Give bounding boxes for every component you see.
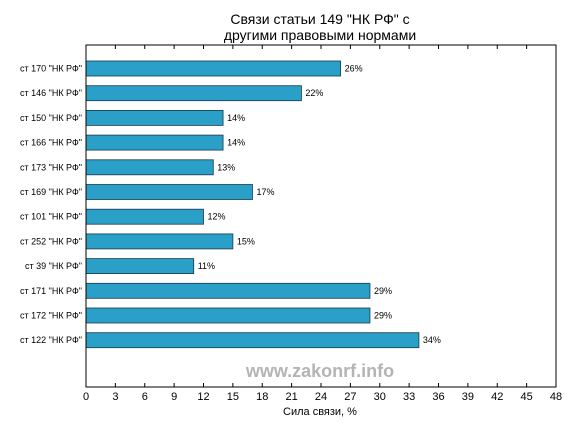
value-label: 34% bbox=[423, 335, 441, 345]
bars-layer bbox=[85, 60, 420, 349]
category-label: ст 169 "НК РФ" bbox=[20, 187, 82, 197]
category-label: ст 122 "НК РФ" bbox=[20, 335, 82, 345]
value-label: 14% bbox=[227, 138, 245, 148]
x-tick-label: 6 bbox=[142, 391, 148, 403]
value-label: 26% bbox=[345, 64, 363, 74]
category-label: ст 39 "НК РФ" bbox=[25, 261, 82, 271]
x-tick-label: 36 bbox=[432, 391, 444, 403]
value-labels: 26% 22% 14% 14% 13% 17% 12% 15% 11% 29% 29% 34% bbox=[198, 64, 441, 346]
category-label: ст 166 "НК РФ" bbox=[20, 138, 82, 148]
category-labels: ст 170 "НК РФ" ст 146 "НК РФ" ст 150 "НК Р… bbox=[20, 64, 82, 346]
value-label: 11% bbox=[198, 261, 215, 271]
value-label: 13% bbox=[217, 162, 235, 172]
category-label: ст 173 "НК РФ" bbox=[20, 162, 82, 172]
bar bbox=[85, 258, 195, 275]
x-tick-label: 30 bbox=[374, 391, 386, 403]
category-label: ст 172 "НК РФ" bbox=[20, 311, 82, 321]
bar bbox=[85, 233, 234, 250]
category-label: ст 171 "НК РФ" bbox=[20, 286, 82, 296]
x-tick-label: 27 bbox=[344, 391, 356, 403]
watermark-text: www.zakonrf.info bbox=[245, 361, 394, 381]
bar bbox=[85, 184, 253, 200]
x-tick-label: 48 bbox=[550, 391, 562, 403]
x-tick-label: 24 bbox=[315, 391, 327, 403]
x-tick-label: 21 bbox=[286, 391, 298, 403]
x-tick-label: 39 bbox=[462, 391, 474, 403]
category-label: ст 150 "НК РФ" bbox=[20, 113, 82, 123]
x-tick-label: 3 bbox=[112, 391, 118, 403]
bar bbox=[85, 208, 204, 225]
x-axis-ticks bbox=[85, 45, 557, 387]
value-label: 15% bbox=[237, 236, 255, 246]
x-tick-label: 18 bbox=[256, 391, 268, 403]
bar bbox=[85, 110, 224, 126]
x-tick-label: 33 bbox=[403, 391, 415, 403]
x-axis-label: Сила связи, % bbox=[283, 406, 357, 418]
bar bbox=[85, 307, 371, 324]
value-label: 29% bbox=[374, 286, 392, 296]
bar bbox=[85, 282, 371, 299]
category-label: ст 146 "НК РФ" bbox=[20, 88, 82, 98]
bar bbox=[85, 85, 302, 102]
x-tick-label: 9 bbox=[171, 391, 177, 403]
bar bbox=[85, 332, 420, 349]
x-axis-tick-labels: 0 3 6 9 12 15 18 21 24 27 30 33 36 39 42 45 48 bbox=[83, 391, 562, 403]
x-tick-label: 0 bbox=[83, 391, 89, 403]
bar bbox=[85, 159, 214, 176]
category-label: ст 101 "НК РФ" bbox=[20, 212, 82, 222]
category-label: ст 252 "НК РФ" bbox=[20, 236, 82, 246]
x-tick-label: 42 bbox=[491, 391, 503, 403]
x-tick-label: 12 bbox=[197, 391, 209, 403]
x-tick-label: 45 bbox=[521, 391, 533, 403]
value-label: 22% bbox=[305, 88, 323, 98]
chart-title-line-1: Связи статьи 149 "НК РФ" с bbox=[230, 11, 409, 27]
value-label: 14% bbox=[227, 113, 245, 123]
category-label: ст 170 "НК РФ" bbox=[20, 64, 82, 74]
x-tick-label: 15 bbox=[227, 391, 239, 403]
value-label: 29% bbox=[374, 311, 392, 321]
bar bbox=[85, 60, 341, 77]
value-label: 17% bbox=[256, 187, 274, 197]
bar bbox=[85, 134, 224, 151]
chart-title-line-2: другими правовыми нормами bbox=[224, 27, 416, 43]
value-label: 12% bbox=[208, 212, 226, 222]
